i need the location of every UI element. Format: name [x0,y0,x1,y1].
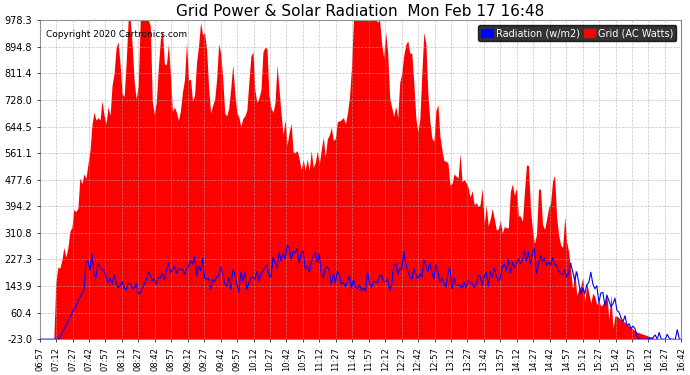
Text: Copyright 2020 Cartronics.com: Copyright 2020 Cartronics.com [46,30,187,39]
Legend: Radiation (w/m2), Grid (AC Watts): Radiation (w/m2), Grid (AC Watts) [478,25,676,41]
Title: Grid Power & Solar Radiation  Mon Feb 17 16:48: Grid Power & Solar Radiation Mon Feb 17 … [177,4,544,19]
